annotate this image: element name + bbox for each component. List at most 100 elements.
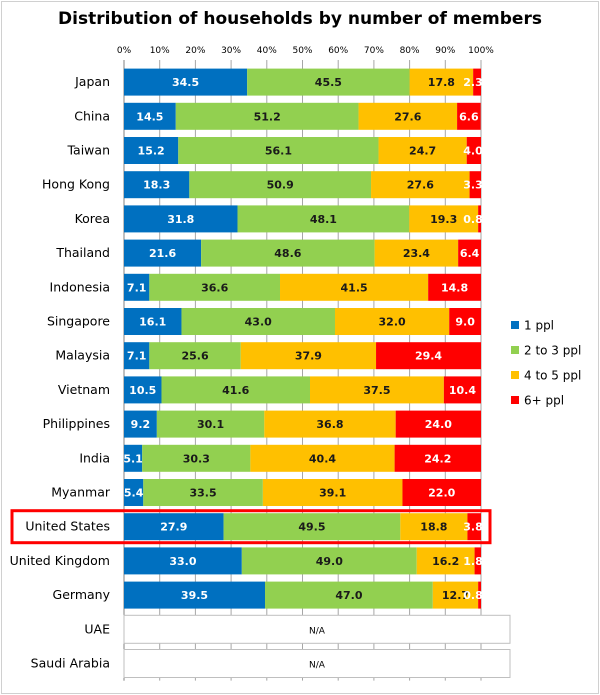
category-label: Vietnam <box>58 382 110 397</box>
category-label: UAE <box>84 621 110 636</box>
bar-segment <box>124 239 202 267</box>
bar-segment <box>334 308 450 335</box>
legend-swatch <box>511 396 519 404</box>
bar-segment <box>124 410 157 438</box>
bar-segment <box>124 171 190 199</box>
bar-segment <box>124 342 150 370</box>
data-label: 19.3 <box>430 213 457 226</box>
x-tick-label: 30% <box>221 46 241 56</box>
bar-segment <box>395 410 481 438</box>
category-label: Saudi Arabia <box>31 656 110 671</box>
bar-segment <box>124 479 144 506</box>
data-label: 10.4 <box>449 384 476 397</box>
legend-label: 4 to 5 ppl <box>524 369 581 383</box>
data-label: 6.4 <box>460 247 480 260</box>
bar-segment <box>124 547 242 575</box>
data-label: 30.1 <box>197 418 224 431</box>
x-tick-label: 60% <box>328 46 348 56</box>
legend-label: 2 to 3 ppl <box>524 344 581 358</box>
x-tick-label: 20% <box>185 46 205 56</box>
category-label: Japan <box>74 74 110 89</box>
bar-segment <box>223 513 401 541</box>
bar-segment <box>156 410 265 438</box>
data-label: 3.8 <box>463 521 483 534</box>
bar-segment <box>467 513 481 541</box>
data-label: 9.2 <box>131 418 151 431</box>
bar-segment <box>189 171 372 199</box>
bar-segment <box>149 273 281 301</box>
data-label: 51.2 <box>254 110 281 123</box>
bar-segment <box>469 171 481 199</box>
x-tick-label: 40% <box>257 46 277 56</box>
category-label: Korea <box>75 211 110 226</box>
x-tick-label: 80% <box>400 46 420 56</box>
data-label: 43.0 <box>245 316 272 329</box>
data-label: 27.6 <box>407 179 434 192</box>
data-label: 12.7 <box>442 589 469 602</box>
bar-segment <box>432 581 479 609</box>
bar-segment <box>175 102 359 130</box>
bar-segment <box>241 547 417 575</box>
bar-segment <box>240 342 377 370</box>
bar-segment <box>124 308 182 335</box>
data-label: 39.5 <box>181 589 208 602</box>
bar-segment <box>394 444 481 472</box>
legend-swatch <box>511 346 519 354</box>
bar-segment <box>149 342 241 370</box>
bar-segment <box>443 376 481 404</box>
data-label: 40.4 <box>309 452 336 465</box>
bar-segment <box>409 205 479 233</box>
x-tick-label: 10% <box>150 46 170 56</box>
bar-segment <box>262 479 403 506</box>
bar-segment <box>400 513 468 541</box>
category-label: Germany <box>53 587 111 602</box>
data-label: 37.9 <box>295 350 322 363</box>
na-label: N/A <box>309 661 326 671</box>
bar-segment <box>466 137 481 164</box>
x-tick-label: 0% <box>117 46 132 56</box>
category-label: China <box>74 108 110 123</box>
bar-segment <box>371 171 470 199</box>
category-label: Hong Kong <box>42 177 110 192</box>
x-tick-label: 50% <box>292 46 312 56</box>
legend-label: 1 ppl <box>524 319 554 333</box>
bar-segment <box>428 273 481 301</box>
data-label: 23.4 <box>403 247 430 260</box>
data-label: 1.8 <box>463 555 483 568</box>
data-label: 36.6 <box>201 281 228 294</box>
data-label: 7.1 <box>127 281 147 294</box>
data-label: 30.3 <box>183 452 210 465</box>
data-label: 33.0 <box>169 555 196 568</box>
category-label: United States <box>25 519 110 534</box>
chart-title: Distribution of households by number of … <box>58 9 542 29</box>
data-label: 49.0 <box>316 555 343 568</box>
data-label: 37.5 <box>363 384 390 397</box>
category-label: Thailand <box>55 245 110 260</box>
data-label: 9.0 <box>455 316 475 329</box>
data-label: 18.3 <box>143 179 170 192</box>
data-label: 56.1 <box>265 145 292 158</box>
bar-segment <box>457 102 481 130</box>
bar-segment <box>402 479 481 506</box>
bar-segment <box>449 308 481 335</box>
bar-segment <box>458 239 481 267</box>
bar-segment <box>265 581 433 609</box>
category-label: Singapore <box>47 314 110 329</box>
data-label: 0.8 <box>463 589 483 602</box>
bar-segment <box>161 376 310 404</box>
data-label: 5.4 <box>124 487 144 500</box>
x-tick-label: 90% <box>435 46 455 56</box>
bar-segment <box>247 68 410 96</box>
data-label: 18.8 <box>420 521 447 534</box>
data-label: 17.8 <box>428 76 455 89</box>
bar-segment <box>124 376 162 404</box>
data-label: 45.5 <box>315 76 342 89</box>
data-label: 24.0 <box>425 418 452 431</box>
na-box <box>123 649 511 678</box>
bar-segment <box>264 410 396 438</box>
bar-segment <box>124 444 143 472</box>
data-label: 31.8 <box>167 213 194 226</box>
bar-segment <box>181 308 335 335</box>
na-box <box>123 614 511 644</box>
